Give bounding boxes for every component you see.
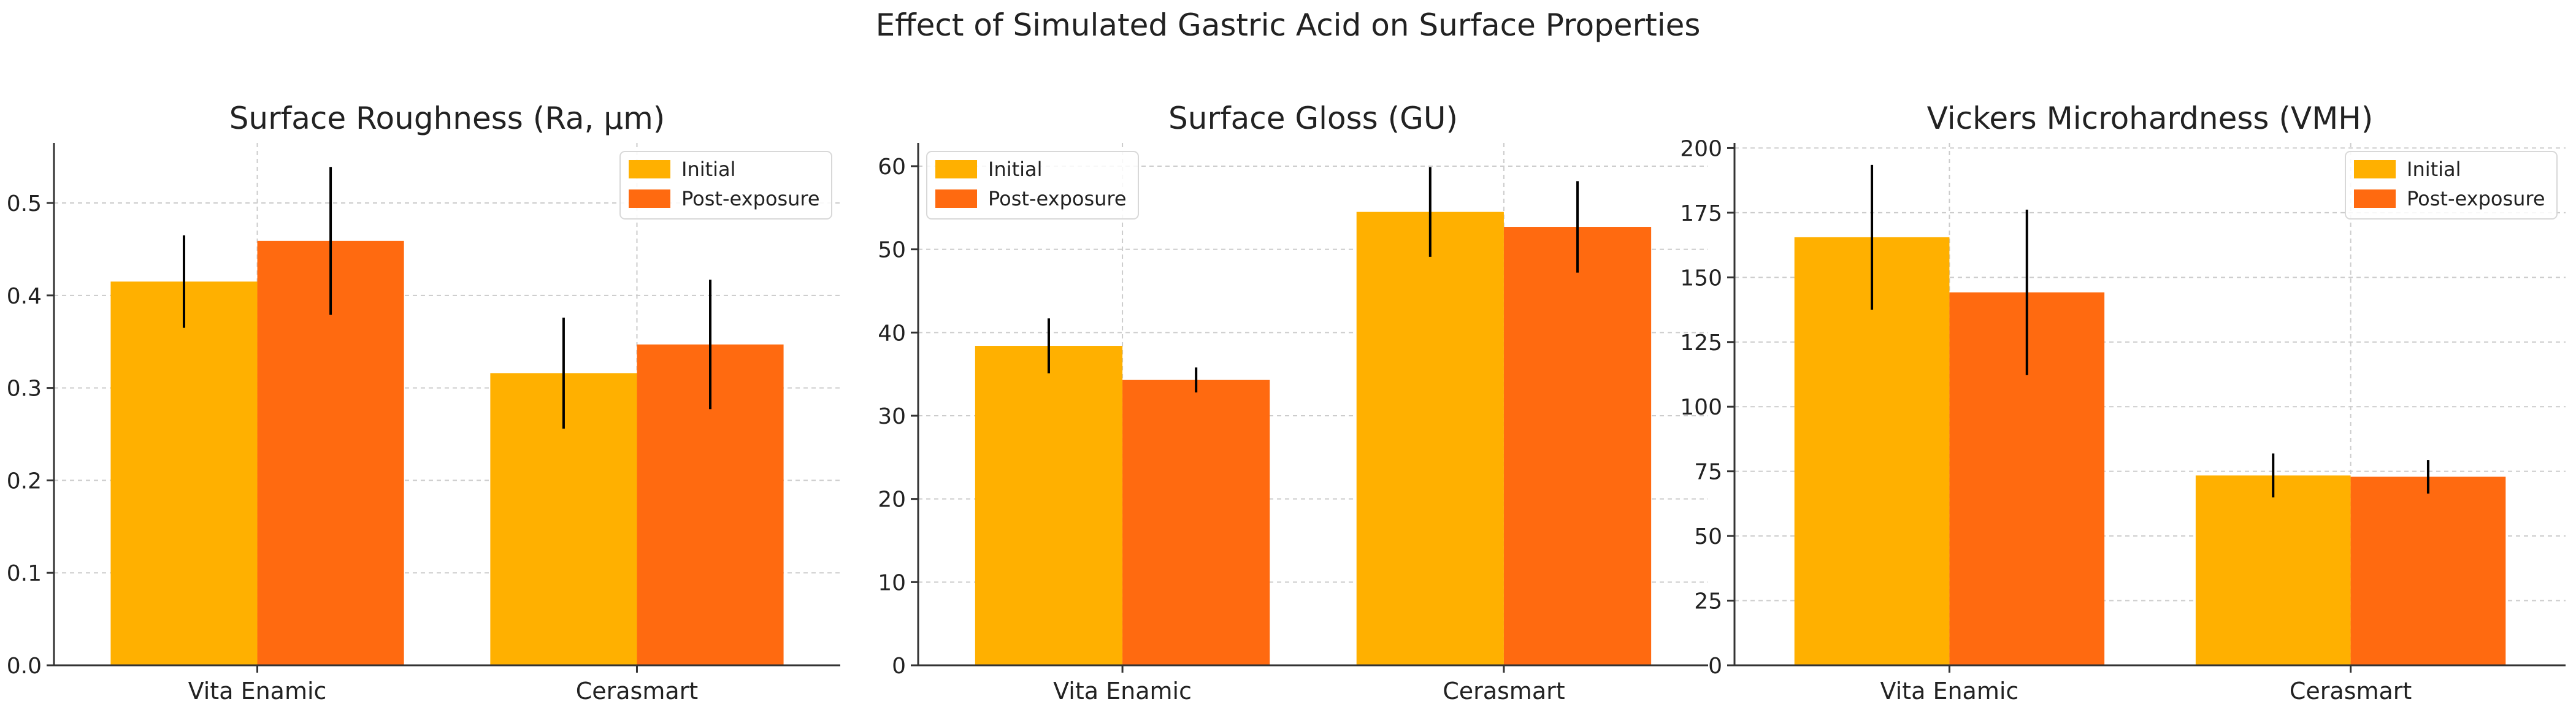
legend-swatch-post-exposure — [2354, 189, 2396, 208]
legend-box — [2345, 151, 2558, 220]
bar-initial-1 — [975, 346, 1123, 665]
legend-label: Post-exposure — [2407, 187, 2545, 210]
legend-label: Post-exposure — [681, 187, 820, 210]
x-tick-label: Vita Enamic — [1053, 678, 1192, 705]
y-tick-label: 50 — [878, 238, 906, 263]
chart-panel-2: 0 10 20 30 40 50 60 Vita Enamic Cerasmart Surface… — [878, 101, 1708, 705]
y-tick-label: 40 — [878, 321, 906, 346]
legend-label: Initial — [681, 158, 736, 181]
y-tick-label: 75 — [1694, 460, 1722, 485]
y-tick-label: 25 — [1694, 589, 1722, 614]
x-tick-label: Cerasmart — [576, 678, 698, 705]
y-tick-label: 0 — [892, 654, 906, 679]
y-tick-label: 0.4 — [7, 284, 42, 309]
y-tick-label: 50 — [1694, 524, 1722, 549]
x-tick-label: Vita Enamic — [1880, 678, 2018, 705]
legend-swatch-initial — [935, 160, 977, 178]
figure-title: Effect of Simulated Gastric Acid on Surf… — [875, 7, 1701, 43]
legend-box — [926, 151, 1139, 220]
y-tick-label: 125 — [1680, 331, 1722, 356]
x-tick-label: Vita Enamic — [188, 678, 327, 705]
x-tick-label: Cerasmart — [1443, 678, 1565, 705]
bar-initial-2 — [2195, 475, 2351, 665]
y-tick-label: 175 — [1680, 201, 1722, 226]
y-tick-label: 0 — [1708, 654, 1722, 679]
legend-box — [619, 151, 832, 220]
y-tick-label: 0.0 — [7, 654, 42, 679]
y-tick-label: 0.1 — [7, 561, 42, 586]
legend-swatch-initial — [2354, 160, 2396, 178]
y-tick-label: 100 — [1680, 395, 1722, 420]
bar-initial-1 — [110, 281, 258, 665]
legend: Initial Post-exposure — [619, 151, 832, 220]
bar-post-exposure-2 — [1503, 227, 1652, 665]
bar-post-exposure-2 — [2350, 476, 2506, 665]
y-tick-label: 10 — [878, 570, 906, 595]
y-tick-label: 30 — [878, 404, 906, 429]
y-tick-label: 0.2 — [7, 468, 42, 494]
y-tick-label: 0.3 — [7, 376, 42, 402]
legend-label: Initial — [2407, 158, 2461, 181]
chart-panel-1: 0.0 0.1 0.2 0.3 0.4 0.5 Vita Enamic Cerasmart Su… — [7, 101, 840, 705]
chart-title: Surface Gloss (GU) — [1168, 101, 1458, 136]
legend-swatch-post-exposure — [629, 189, 670, 208]
chart-title: Vickers Microhardness (VMH) — [1927, 101, 2374, 136]
y-tick-label: 200 — [1680, 136, 1722, 161]
chart-panel-3: 0 25 50 75 100 125 150 175 200 Vita Enamic Cerasma… — [1680, 101, 2566, 705]
legend: Initial Post-exposure — [2345, 151, 2558, 220]
bar-initial-2 — [1356, 212, 1504, 665]
bar-post-exposure-1 — [1122, 380, 1270, 665]
y-tick-label: 20 — [878, 487, 906, 513]
legend-label: Initial — [988, 158, 1043, 181]
y-tick-label: 60 — [878, 155, 906, 180]
x-tick-label: Cerasmart — [2290, 678, 2412, 705]
legend-label: Post-exposure — [988, 187, 1127, 210]
chart-title: Surface Roughness (Ra, µm) — [229, 101, 665, 136]
legend-swatch-post-exposure — [935, 189, 977, 208]
legend: Initial Post-exposure — [926, 151, 1139, 220]
legend-swatch-initial — [629, 160, 670, 178]
y-tick-label: 0.5 — [7, 191, 42, 216]
y-tick-label: 150 — [1680, 266, 1722, 291]
